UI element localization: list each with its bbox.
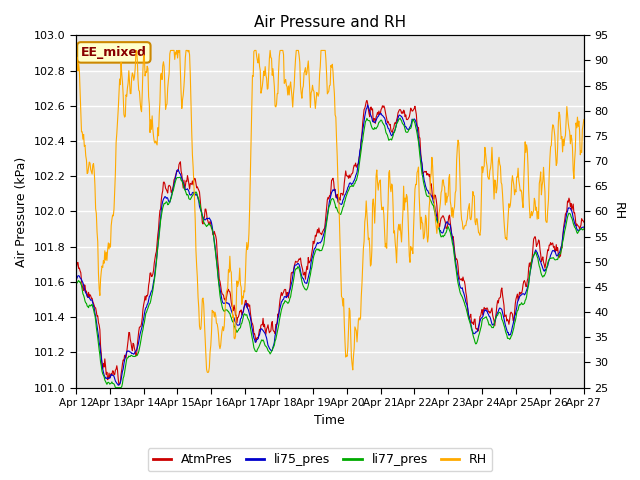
Legend: AtmPres, li75_pres, li77_pres, RH: AtmPres, li75_pres, li77_pres, RH [148, 448, 492, 471]
RH [213, 321, 221, 326]
Y-axis label: RH: RH [612, 203, 625, 220]
Line: li75_pres: li75_pres [76, 105, 584, 385]
RH [580, 117, 588, 122]
li75_pres [81, 288, 89, 294]
li75_pres [134, 342, 142, 348]
li75_pres [186, 192, 193, 197]
RH [72, 59, 80, 64]
li75_pres [72, 278, 80, 284]
AtmPres [580, 219, 588, 225]
RH [134, 76, 142, 82]
RH [81, 143, 89, 148]
li77_pres [392, 124, 400, 130]
X-axis label: Time: Time [314, 414, 345, 427]
Line: AtmPres: AtmPres [76, 100, 584, 385]
li77_pres [134, 351, 142, 357]
AtmPres [115, 382, 123, 388]
li77_pres [408, 123, 415, 129]
AtmPres [134, 335, 142, 341]
Line: RH: RH [76, 50, 584, 372]
li77_pres [72, 282, 80, 288]
li77_pres [81, 298, 89, 304]
RH [393, 260, 401, 265]
Line: li77_pres: li77_pres [76, 118, 584, 388]
Text: EE_mixed: EE_mixed [81, 46, 147, 59]
li77_pres [580, 226, 588, 232]
li77_pres [212, 258, 220, 264]
li75_pres [364, 102, 371, 108]
li77_pres [396, 115, 404, 121]
RH [408, 247, 415, 253]
li75_pres [212, 256, 220, 262]
RH [186, 52, 193, 58]
li75_pres [580, 224, 588, 230]
AtmPres [212, 237, 220, 243]
li77_pres [186, 196, 193, 202]
RH [132, 48, 140, 53]
li75_pres [115, 383, 122, 388]
AtmPres [408, 107, 415, 112]
AtmPres [363, 97, 371, 103]
AtmPres [186, 186, 193, 192]
li75_pres [393, 121, 401, 127]
AtmPres [72, 266, 80, 272]
AtmPres [393, 117, 401, 123]
RH [204, 370, 212, 375]
li75_pres [408, 120, 415, 126]
Y-axis label: Air Pressure (kPa): Air Pressure (kPa) [15, 156, 28, 266]
li77_pres [111, 385, 119, 391]
Title: Air Pressure and RH: Air Pressure and RH [253, 15, 406, 30]
AtmPres [81, 282, 89, 288]
